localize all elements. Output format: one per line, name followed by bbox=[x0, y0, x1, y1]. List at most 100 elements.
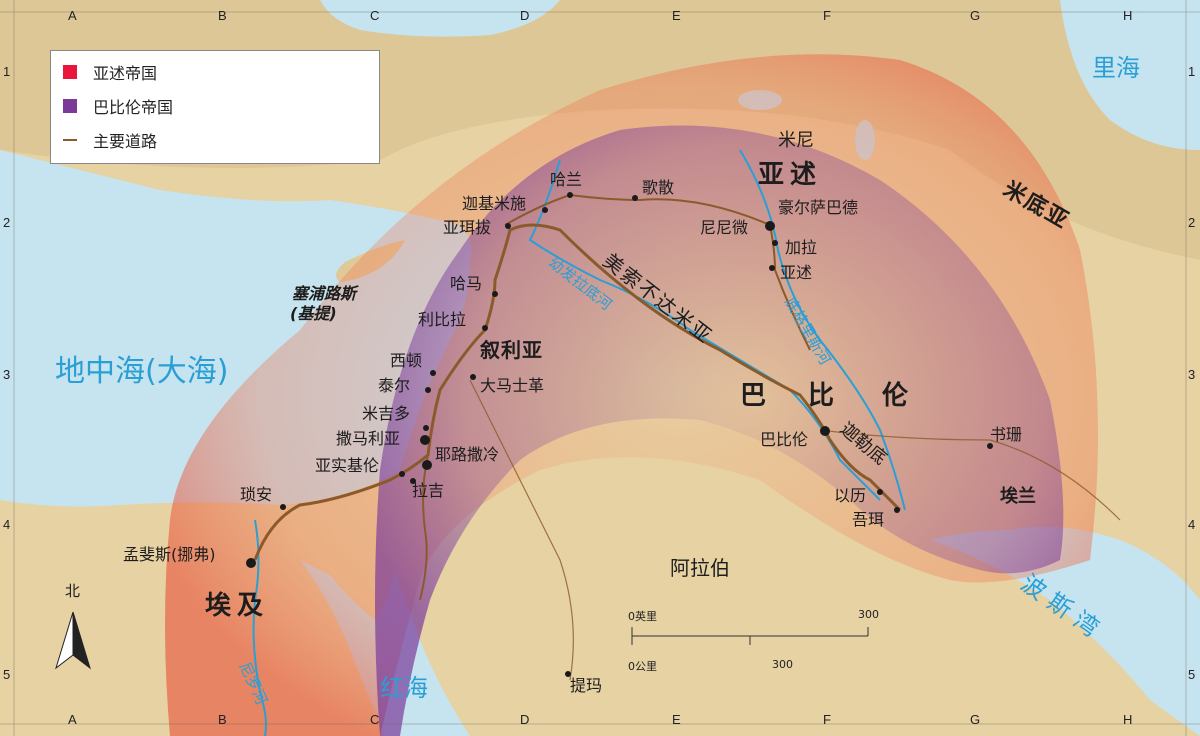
city-label-ur: 以历 bbox=[834, 486, 867, 505]
map-legend: 亚述帝国 巴比伦帝国 主要道路 bbox=[50, 50, 380, 164]
city-label-samaria: 撒马利亚 bbox=[336, 429, 401, 448]
legend-item-babylon: 巴比伦帝国 bbox=[63, 93, 173, 119]
city-label-babylon: 巴比伦 bbox=[760, 430, 809, 449]
legend-swatch-babylon bbox=[63, 99, 77, 113]
ashkelon-dot[interactable] bbox=[399, 471, 405, 477]
lachish-dot[interactable] bbox=[410, 478, 416, 484]
region-label-arabia: 阿拉伯 bbox=[670, 556, 730, 580]
euphrates-river bbox=[528, 159, 881, 501]
secondary-road-gulf bbox=[819, 429, 1121, 521]
city-markers bbox=[246, 192, 993, 677]
grid-col-e-bottom: E bbox=[672, 712, 681, 727]
city-label-carchemish: 迦基米施 bbox=[462, 194, 527, 213]
region-label-cyprus-alt: (基提) bbox=[290, 304, 337, 323]
city-label-damascus: 大马士革 bbox=[480, 376, 545, 395]
black-sea bbox=[320, 0, 560, 37]
riblah-dot[interactable] bbox=[482, 325, 488, 331]
city-label-haran: 哈兰 bbox=[550, 170, 583, 189]
region-label-babylon-2: 比 bbox=[808, 381, 841, 411]
arpad-dot[interactable] bbox=[505, 223, 511, 229]
sea-label-caspian: 里海 bbox=[1092, 54, 1140, 82]
legend-item-assyria: 亚述帝国 bbox=[63, 59, 157, 85]
city-label-megiddo: 米吉多 bbox=[362, 404, 411, 423]
calah-dot[interactable] bbox=[772, 240, 778, 246]
main-road-fertile-crescent bbox=[253, 223, 902, 561]
grid-col-h-bottom: H bbox=[1123, 712, 1133, 727]
grid-row-1-left: 1 bbox=[3, 64, 11, 79]
grid-row-4-right: 4 bbox=[1188, 517, 1196, 532]
sidon-dot[interactable] bbox=[430, 370, 436, 376]
ur-dot[interactable] bbox=[877, 489, 883, 495]
ashur-dot[interactable] bbox=[769, 265, 775, 271]
grid-col-a-bottom: A bbox=[68, 712, 77, 727]
nile-river bbox=[252, 519, 267, 736]
grid-col-e-top: E bbox=[672, 8, 681, 23]
grid-row-5-left: 5 bbox=[3, 667, 11, 682]
grid-col-b-bottom: B bbox=[218, 712, 227, 727]
tigris-river bbox=[739, 149, 906, 511]
secondary-road-arabia bbox=[469, 379, 574, 681]
tema-dot[interactable] bbox=[565, 671, 571, 677]
haran-dot[interactable] bbox=[567, 192, 573, 198]
legend-label-assyria: 亚述帝国 bbox=[93, 64, 158, 83]
north-arrow bbox=[55, 611, 91, 670]
city-label-nineveh: 尼尼微 bbox=[700, 218, 749, 237]
city-label-memphis: 孟斐斯(挪弗) bbox=[123, 545, 216, 564]
grid-col-f-bottom: F bbox=[823, 712, 831, 727]
region-label-babylon-1: 巴 bbox=[740, 381, 773, 411]
grid-row-5-right: 5 bbox=[1188, 667, 1196, 682]
grid-col-d-bottom: D bbox=[520, 712, 530, 727]
zoan-dot[interactable] bbox=[280, 504, 286, 510]
grid-col-h-top: H bbox=[1123, 8, 1133, 23]
grid-row-2-right: 2 bbox=[1188, 215, 1196, 230]
city-label-riblah: 利比拉 bbox=[418, 310, 467, 329]
city-label-susa: 书珊 bbox=[990, 425, 1023, 444]
erech-dot[interactable] bbox=[894, 507, 900, 513]
susa-dot[interactable] bbox=[987, 443, 993, 449]
grid-col-f-top: F bbox=[823, 8, 831, 23]
tyre-dot[interactable] bbox=[425, 387, 431, 393]
city-label-tyre: 泰尔 bbox=[378, 376, 411, 395]
city-label-lachish: 拉吉 bbox=[412, 481, 445, 500]
city-label-arpad: 亚珥拔 bbox=[443, 218, 492, 237]
gozan-dot[interactable] bbox=[632, 195, 638, 201]
region-label-babylon-3: 伦 bbox=[882, 381, 915, 411]
samaria-dot[interactable] bbox=[420, 435, 430, 445]
city-label-calah: 加拉 bbox=[785, 238, 818, 257]
persian-gulf bbox=[930, 526, 1200, 736]
grid-col-b-top: B bbox=[218, 8, 227, 23]
region-label-assyria: 亚述 bbox=[758, 160, 823, 190]
caspian-sea bbox=[1060, 0, 1200, 150]
region-label-elam: 埃兰 bbox=[1000, 486, 1036, 507]
scale-miles-zero: 0英里 bbox=[628, 610, 657, 623]
scale-miles-max: 300 bbox=[858, 608, 879, 621]
babylonian-empire-area bbox=[375, 125, 1064, 736]
grid-col-c-top: C bbox=[370, 8, 380, 23]
city-label-jerusalem: 耶路撒冷 bbox=[435, 445, 500, 464]
grid-row-1-right: 1 bbox=[1188, 64, 1196, 79]
grid-row-2-left: 2 bbox=[3, 215, 11, 230]
sea-label-mediterranean: 地中海(大海) bbox=[55, 354, 229, 389]
legend-swatch-assyria bbox=[63, 65, 77, 79]
compass-north-label: 北 bbox=[65, 582, 81, 600]
legend-label-roads: 主要道路 bbox=[93, 132, 158, 151]
nineveh-dot[interactable] bbox=[765, 221, 775, 231]
damascus-dot[interactable] bbox=[470, 374, 476, 380]
city-label-sidon: 西顿 bbox=[390, 351, 423, 370]
carchemish-dot[interactable] bbox=[542, 207, 548, 213]
grid-row-3-right: 3 bbox=[1188, 367, 1196, 382]
babylon-dot[interactable] bbox=[820, 426, 830, 436]
city-label-gozan: 歌散 bbox=[642, 178, 675, 197]
legend-label-babylon: 巴比伦帝国 bbox=[93, 98, 174, 117]
region-label-cyprus: 塞浦路斯 bbox=[292, 284, 357, 303]
jerusalem-dot[interactable] bbox=[422, 460, 432, 470]
legend-swatch-roads bbox=[63, 139, 77, 141]
hamath-dot[interactable] bbox=[492, 291, 498, 297]
scale-bar bbox=[631, 627, 869, 645]
city-label-erech: 吾珥 bbox=[852, 510, 885, 529]
memphis-dot[interactable] bbox=[246, 558, 256, 568]
megiddo-dot[interactable] bbox=[423, 425, 429, 431]
grid-row-3-left: 3 bbox=[3, 367, 11, 382]
region-label-mitanni: 米尼 bbox=[778, 130, 814, 151]
